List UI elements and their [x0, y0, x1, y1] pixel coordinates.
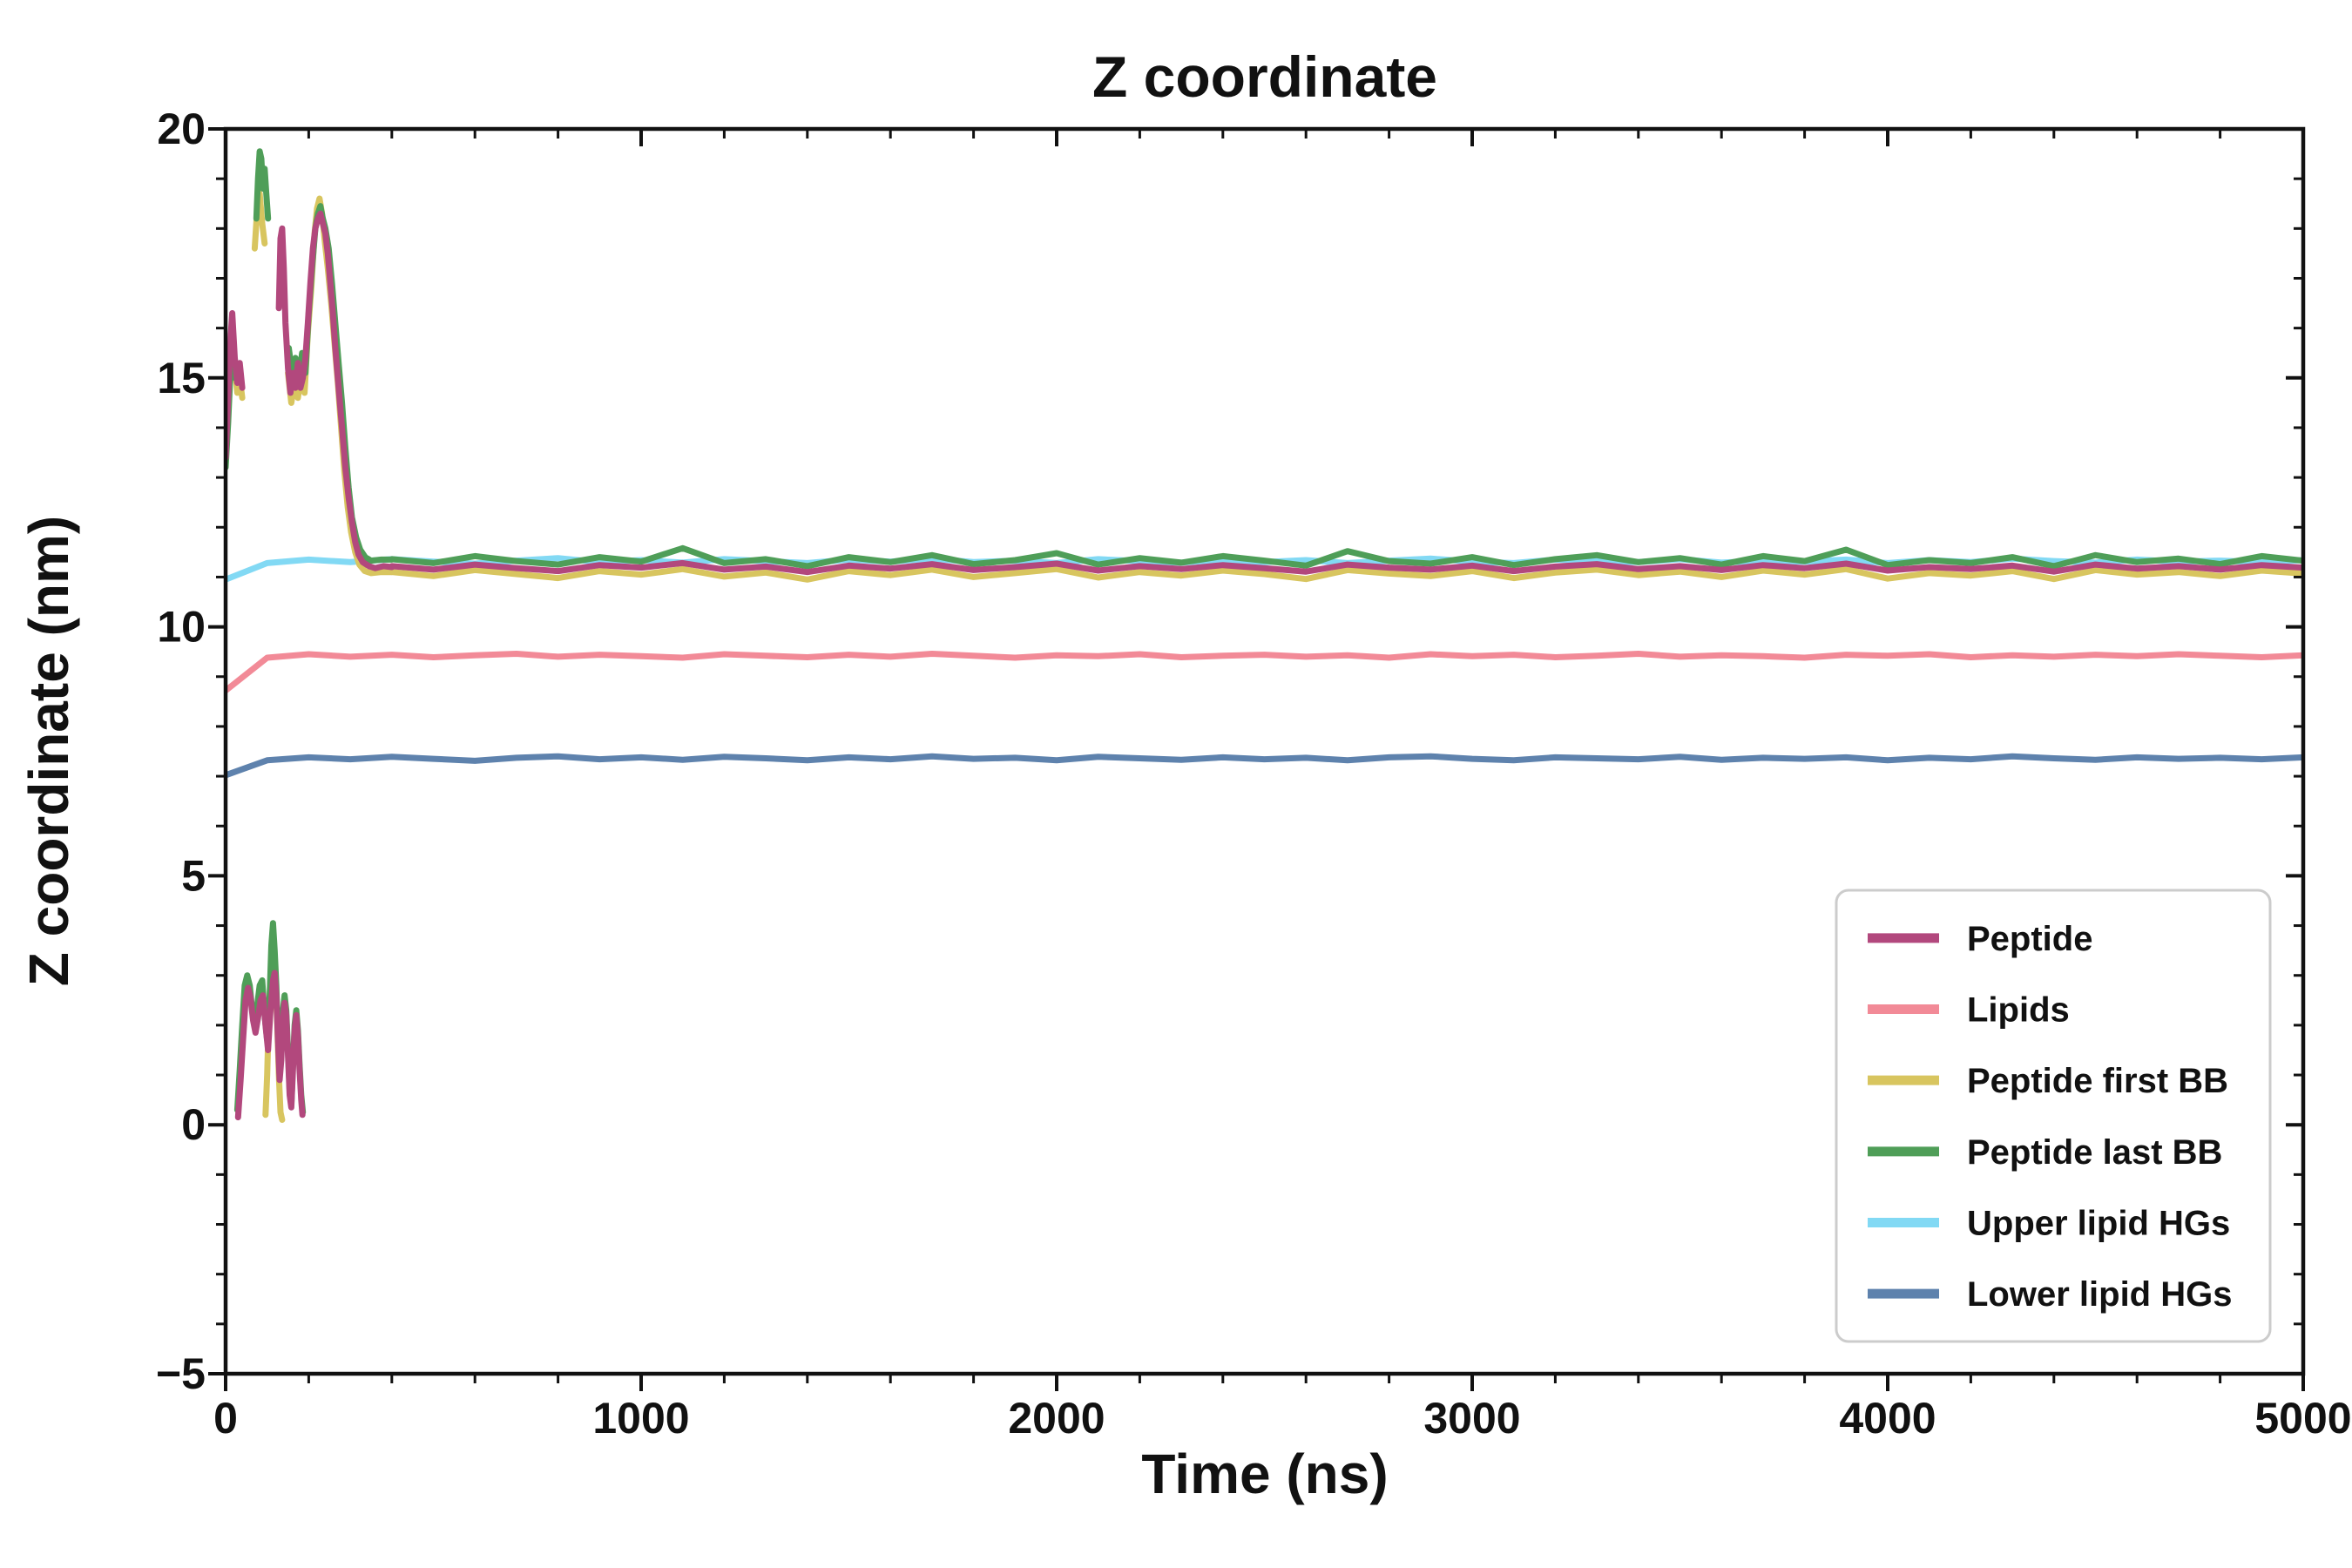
legend-label-upper-lipid-hgs: Upper lipid HGs — [1967, 1205, 2230, 1243]
series-line-peptide-seg0 — [226, 310, 246, 461]
y-axis-label: Z coordinate (nm) — [17, 516, 80, 986]
legend-item-upper-lipid-hgs: Upper lipid HGs — [1868, 1205, 2230, 1243]
legend-label-lipids: Lipids — [1967, 991, 2070, 1030]
series-line-peptide-seg1 — [275, 210, 395, 571]
legend-item-peptide-first-bb: Peptide first BB — [1868, 1062, 2228, 1100]
series-line-peptide-seg2 — [234, 970, 306, 1121]
series-line-peptide-last-bb-seg4 — [389, 544, 2303, 570]
plot-border — [223, 126, 2306, 1376]
y-tick-label: 0 — [181, 1100, 206, 1149]
x-tick-label: 0 — [213, 1394, 238, 1443]
y-tick-label: 5 — [181, 851, 206, 900]
y-tick-label: 20 — [157, 105, 206, 153]
y-tick-label: 15 — [157, 354, 206, 402]
series-line-peptide-last-bb-seg1 — [253, 148, 272, 222]
y-tick-label: −5 — [156, 1349, 206, 1398]
legend-label-peptide-last-bb: Peptide last BB — [1967, 1133, 2222, 1172]
x-tick-label: 3000 — [1423, 1394, 1520, 1443]
x-tick-label: 4000 — [1839, 1394, 1936, 1443]
legend-item-peptide-last-bb: Peptide last BB — [1868, 1133, 2222, 1172]
x-tick-label: 2000 — [1008, 1394, 1105, 1443]
legend-label-peptide: Peptide — [1967, 920, 2092, 958]
legend: Peptide Lipids Peptide first BB Peptide las… — [1835, 889, 2272, 1343]
x-tick-label: 5000 — [2254, 1394, 2351, 1443]
legend-item-lipids: Lipids — [1868, 991, 2070, 1030]
legend-item-peptide: Peptide — [1868, 920, 2092, 958]
legend-item-lower-lipid-hgs: Lower lipid HGs — [1868, 1275, 2232, 1314]
series-line-lipids-seg0 — [226, 651, 2303, 694]
legend-label-lower-lipid-hgs: Lower lipid HGs — [1967, 1275, 2232, 1314]
y-tick-label: 10 — [157, 603, 206, 652]
x-axis-label: Time (ns) — [1141, 1443, 1389, 1505]
x-tick-label: 1000 — [592, 1394, 689, 1443]
legend-box — [1835, 889, 2272, 1343]
series-line-peptide-first-bb-seg4 — [389, 565, 2303, 583]
chart-title: Z coordinate — [1092, 44, 1438, 109]
series-line-lower-lipid-hgs-seg0 — [226, 753, 2303, 779]
legend-label-peptide-first-bb: Peptide first BB — [1967, 1062, 2228, 1100]
series-line-peptide-seg3 — [389, 559, 2303, 576]
